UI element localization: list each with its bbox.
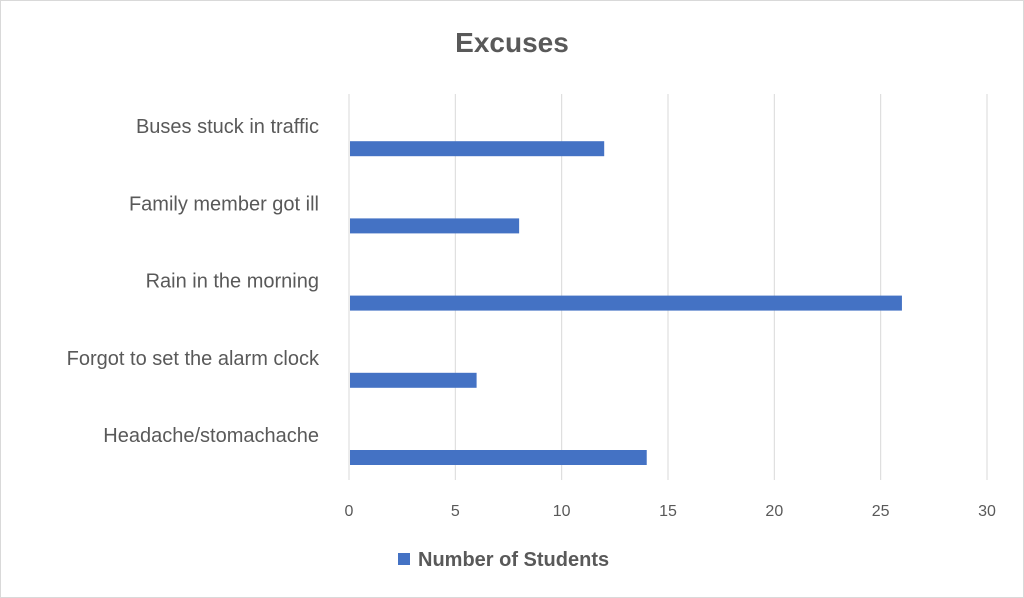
category-label: Rain in the morning [146,271,319,293]
x-axis-tick-labels: 0 5 10 15 20 25 30 [345,503,996,520]
x-tick-label: 0 [345,503,354,520]
x-tick-label: 5 [451,503,460,520]
x-tick-label: 25 [872,503,890,520]
bar-3 [350,372,477,388]
bars [350,141,902,465]
chart-title: Excuses [455,27,569,58]
legend-label: Number of Students [418,549,609,571]
bar-0 [350,141,605,157]
x-tick-label: 10 [553,503,571,520]
category-label: Headache/stomachache [103,425,319,447]
category-label: Buses stuck in traffic [136,116,319,138]
legend-swatch [398,553,410,565]
gridlines [348,94,988,480]
category-label: Family member got ill [129,193,319,215]
legend: Number of Students [398,549,609,571]
bar-1 [350,218,520,234]
bar-2 [350,295,902,311]
category-labels: Buses stuck in traffic Family member got … [67,116,320,447]
x-tick-label: 15 [659,503,677,520]
category-label: Forgot to set the alarm clock [67,348,320,370]
bar-4 [350,450,647,465]
x-tick-label: 30 [978,503,996,520]
x-tick-label: 20 [765,503,783,520]
